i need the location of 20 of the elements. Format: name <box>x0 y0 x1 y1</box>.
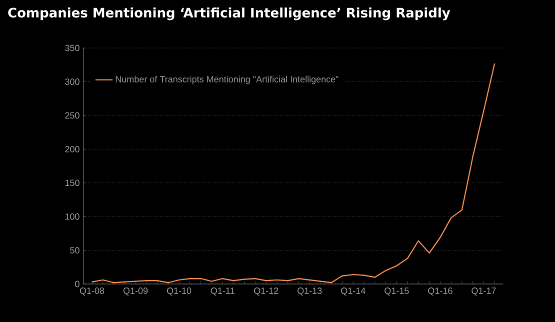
legend-label: Number of Transcripts Mentioning "Artificial Intelligence" <box>116 76 338 84</box>
y-tick-label: 200 <box>65 146 80 152</box>
x-tick-label: Q1-11 <box>210 288 234 296</box>
y-tick-label: 350 <box>65 44 80 52</box>
x-tick-label: Q1-12 <box>254 288 278 296</box>
x-tick-label: Q1-15 <box>384 288 409 296</box>
chart-title: Companies Mentioning ‘Artificial Intelligence’ Rising Rapidly <box>8 8 450 20</box>
x-tick-label: Q1-10 <box>166 288 192 296</box>
x-tick-label: Q1-08 <box>80 288 104 296</box>
x-tick-label: Q1-17 <box>472 288 496 296</box>
y-tick-label: 100 <box>65 213 80 220</box>
x-tick-label: Q1-14 <box>341 288 366 296</box>
y-tick-label: 250 <box>65 112 80 119</box>
x-tick-label: Q1-09 <box>123 288 148 296</box>
y-tick-label: 50 <box>70 247 80 254</box>
y-tick-label: 0 <box>75 280 80 288</box>
x-tick-label: Q1-16 <box>428 288 452 296</box>
y-tick-label: 150 <box>65 180 80 186</box>
x-tick-label: Q1-13 <box>298 288 322 296</box>
y-tick-label: 300 <box>65 78 80 85</box>
